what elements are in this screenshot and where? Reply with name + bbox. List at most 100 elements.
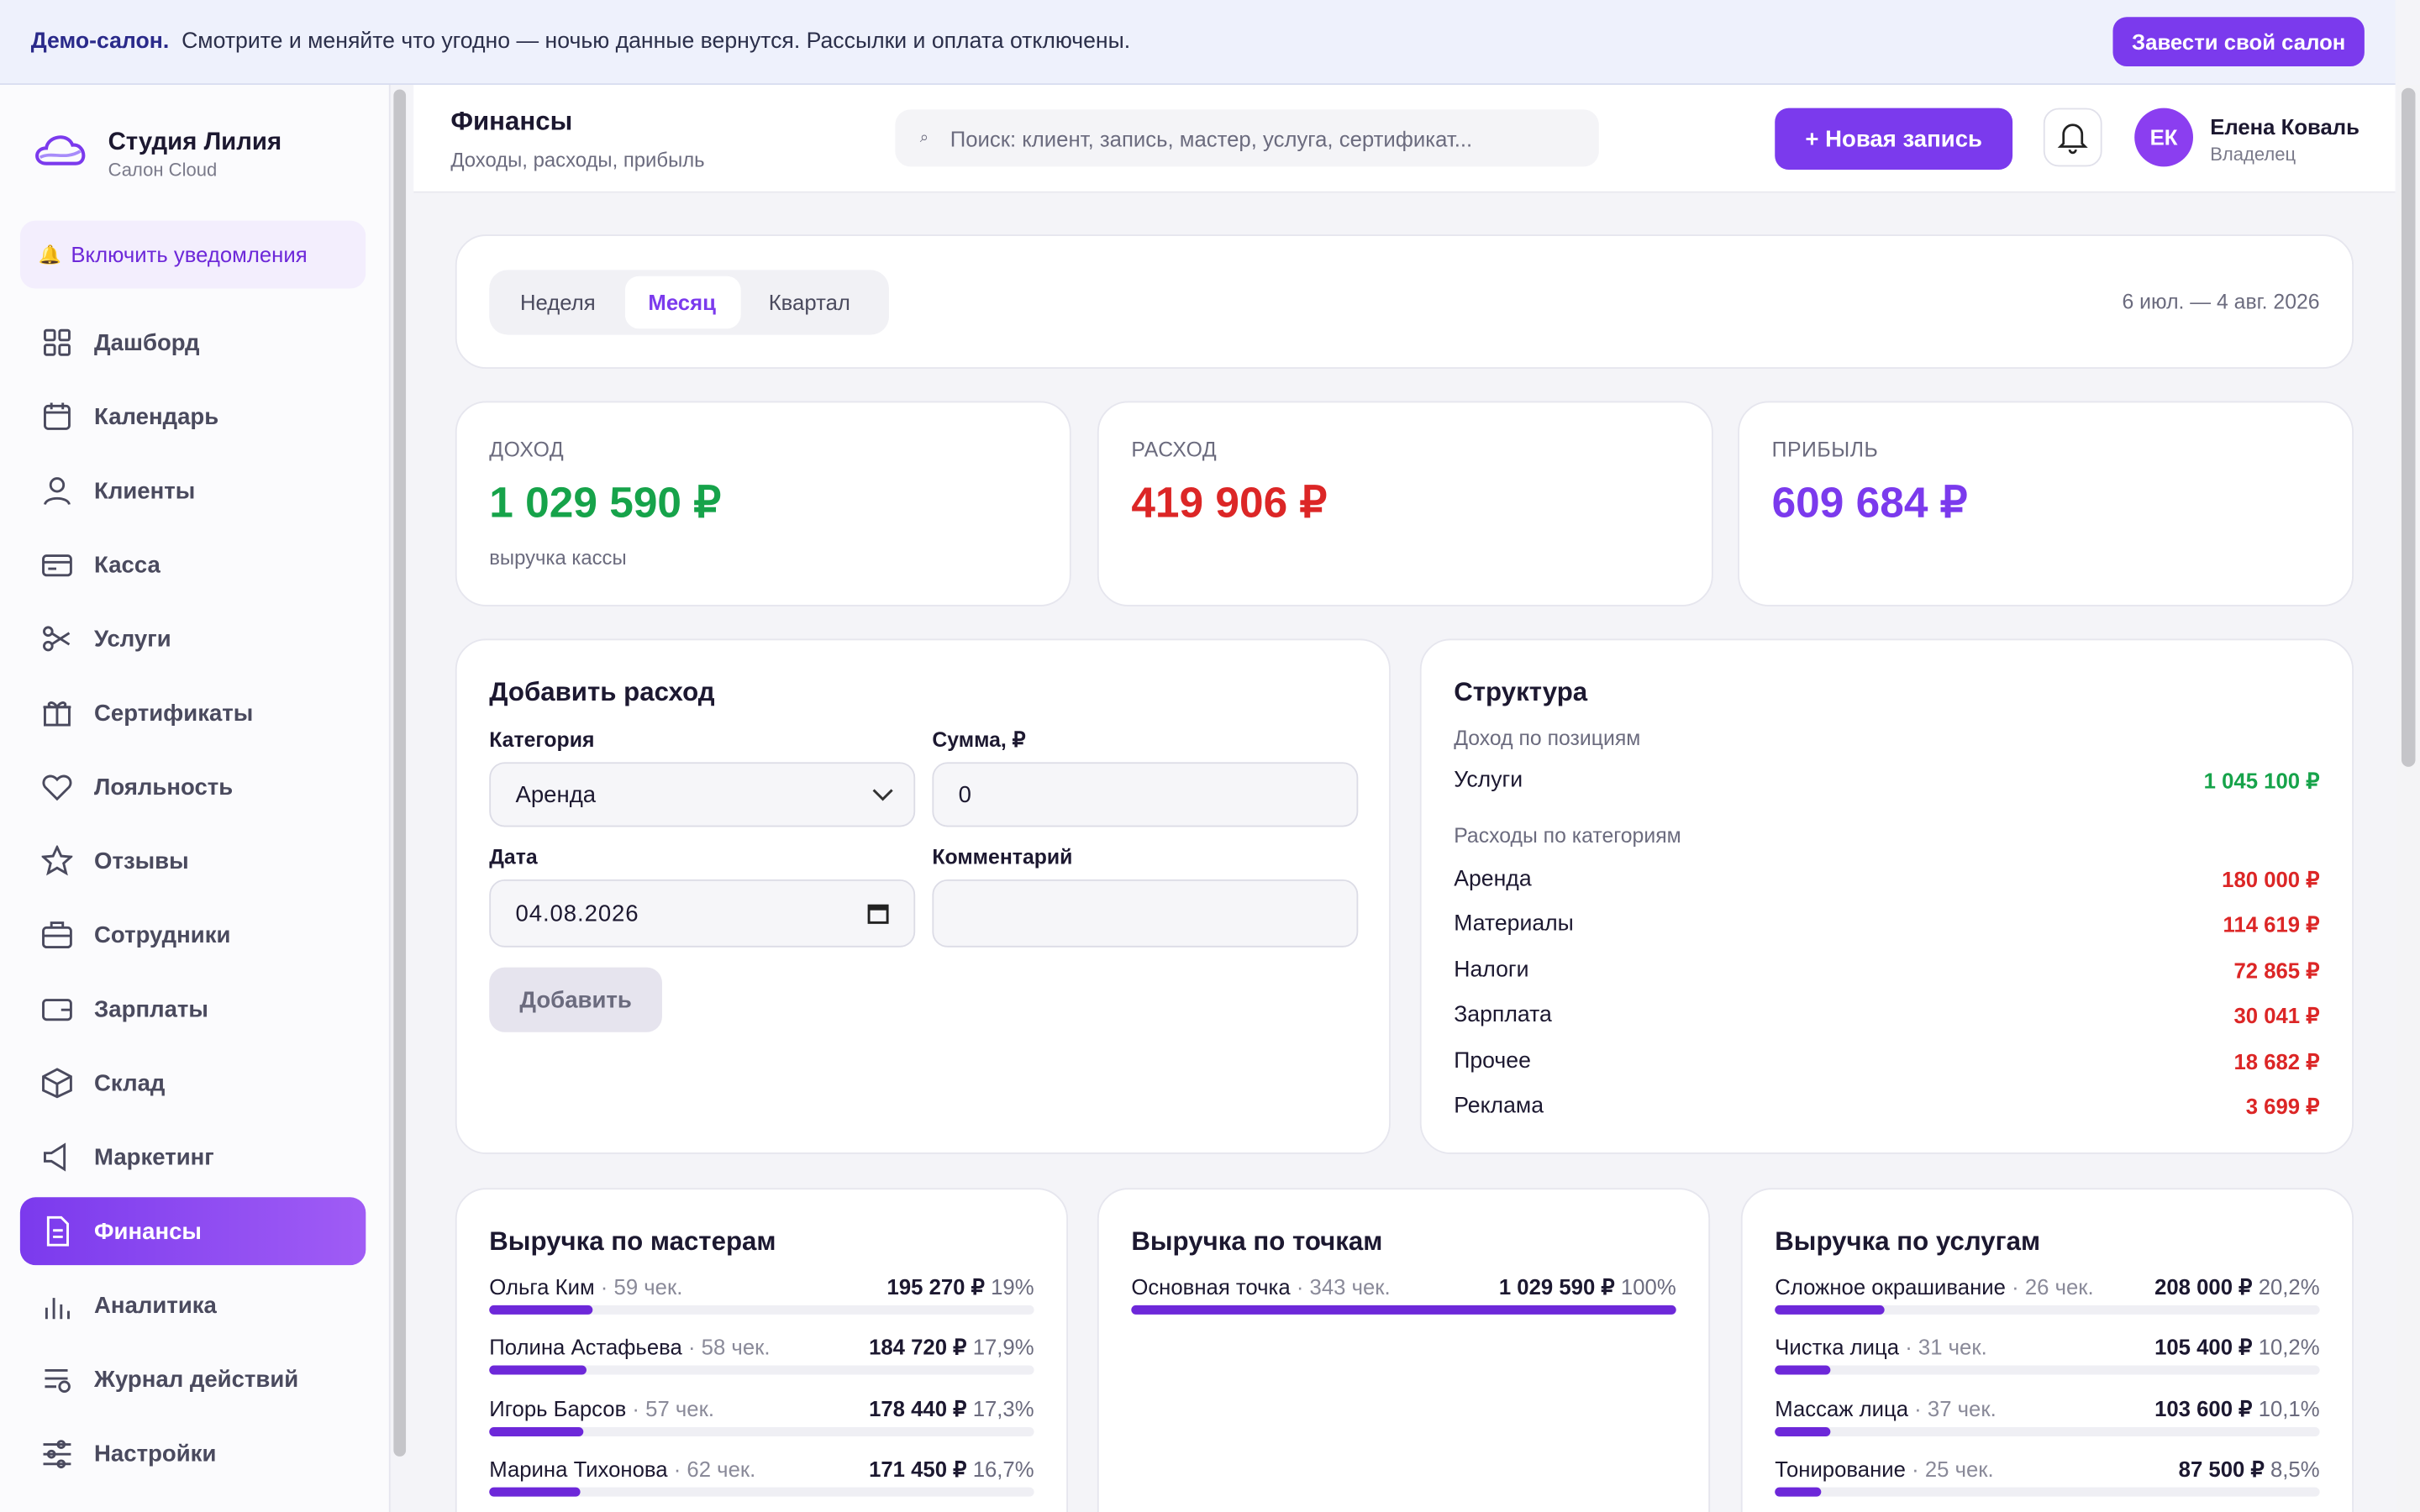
row-left: Тонирование · 25 чек.: [1775, 1457, 1993, 1483]
category-select[interactable]: Аренда: [489, 762, 916, 827]
period-card: Неделя Месяц Квартал 6 июл. — 4 авг. 202…: [455, 234, 2354, 369]
nav-item[interactable]: Лояльность: [20, 753, 366, 821]
row-left: Полина Астафьева · 58 чек.: [489, 1335, 770, 1361]
nav-item[interactable]: Календарь: [20, 383, 366, 451]
sum-value: 0: [958, 781, 971, 808]
row-share: 10,2%: [2258, 1335, 2320, 1360]
create-salon-button[interactable]: Завести свой салон: [2112, 17, 2365, 66]
nav-item[interactable]: Журнал действий: [20, 1346, 366, 1414]
nav-item[interactable]: Аналитика: [20, 1271, 366, 1339]
nav-item[interactable]: Услуги: [20, 605, 366, 673]
sum-input[interactable]: 0: [932, 762, 1359, 827]
bar-track: [1775, 1366, 2320, 1376]
structure-card: Структура Доход по позициям Расходы по к…: [1419, 638, 2354, 1154]
banner-label: Демо-салон.: [30, 29, 170, 55]
nav-item[interactable]: Зарплаты: [20, 975, 366, 1043]
revenue-row: Чистка лица · 31 чек. 105 400 ₽ 10,2%: [1775, 1335, 2319, 1361]
tab[interactable]: Квартал: [768, 290, 850, 315]
revenue-card: Выручка по точкам Основная точка · 343 че…: [1097, 1188, 1711, 1512]
kpi-card: ДОХОД 1 029 590 ₽ выручка кассы: [455, 401, 1071, 606]
kpi-card: РАСХОД 419 906 ₽: [1097, 401, 1713, 606]
nav-label: Журнал действий: [94, 1366, 299, 1393]
row-checks: 37 чек.: [1927, 1395, 1996, 1420]
revenue-card: Выручка по мастерам Ольга Ким · 59 чек. 19…: [455, 1188, 1069, 1512]
row-left: Сложное окрашивание · 26 чек.: [1775, 1274, 2093, 1300]
row-checks: 59 чек.: [613, 1274, 683, 1299]
user-name: Елена Коваль: [2210, 113, 2360, 139]
nav-item[interactable]: Сотрудники: [20, 901, 366, 969]
category-value: Аренда: [515, 781, 597, 808]
structure-row: Услуги 1 045 100 ₽: [1454, 769, 2319, 795]
revenue-title: Выручка по услугам: [1775, 1226, 2041, 1257]
nav-item[interactable]: Дашборд: [20, 308, 366, 376]
row-amount: 87 500 ₽: [2178, 1456, 2265, 1482]
kpi-label: ПРИБЫЛЬ: [1771, 438, 1879, 462]
separator: ·: [1908, 1395, 1928, 1420]
nav-item[interactable]: Сертификаты: [20, 679, 366, 747]
nav-item[interactable]: Склад: [20, 1049, 366, 1117]
row-amount: 178 440 ₽: [869, 1395, 967, 1420]
notify-button[interactable]: 🔔 Включить уведомления: [19, 220, 366, 289]
expense-form-card: Добавить расход Категория Аренда Сумма, …: [455, 638, 1391, 1154]
row-amount: 208 000 ₽: [2154, 1274, 2253, 1299]
nav-item[interactable]: Отзывы: [20, 827, 366, 895]
bell-icon: [2057, 123, 2088, 155]
page-title: Финансы: [450, 106, 573, 136]
separator: ·: [2005, 1274, 2025, 1299]
row-name: Полина Астафьева: [489, 1335, 682, 1360]
sidebar: Студия Лилия Салон Cloud 🔔 Включить уведо…: [0, 85, 391, 1512]
nav-label: Настройки: [94, 1440, 217, 1467]
row-left: Игорь Барсов · 57 чек.: [489, 1395, 714, 1421]
nav-item[interactable]: Финансы: [19, 1197, 366, 1266]
revenue-row: Сложное окрашивание · 26 чек. 208 000 ₽ 2…: [1775, 1274, 2319, 1300]
search-box[interactable]: ⌕ Поиск: клиент, запись, мастер, услуга, …: [895, 109, 1599, 167]
row-left: Марина Тихонова · 62 чек.: [489, 1457, 755, 1483]
nav-item[interactable]: Клиенты: [20, 457, 366, 525]
bell-button[interactable]: [2043, 108, 2102, 167]
row-right: 178 440 ₽ 17,3%: [869, 1395, 1034, 1421]
separator: [985, 1274, 991, 1299]
income-heading: Доход по позициям: [1454, 727, 1641, 750]
date-input[interactable]: 04.08.2026: [489, 879, 916, 948]
kpi-value: 1 029 590 ₽: [489, 478, 722, 527]
logo: [35, 135, 86, 165]
structure-row: Зарплата 30 041 ₽: [1454, 1003, 2319, 1029]
nav-label: Сертификаты: [94, 699, 254, 727]
row-checks: 26 чек.: [2024, 1274, 2094, 1299]
nav-icon: [41, 845, 73, 876]
nav-item[interactable]: Касса: [20, 531, 366, 599]
row-amount: 184 720 ₽: [869, 1335, 967, 1360]
revenue-card: Выручка по услугам Сложное окрашивание · …: [1740, 1188, 2354, 1512]
bar-track: [489, 1487, 1034, 1497]
row-amount: 1 045 100 ₽: [2203, 768, 2320, 794]
nav-item[interactable]: Настройки: [20, 1420, 366, 1488]
nav-label: Дашборд: [94, 329, 200, 356]
kpi-value: 419 906 ₽: [1131, 478, 1328, 527]
row-amount: 171 450 ₽: [869, 1456, 967, 1482]
revenue-row: Массаж лица · 37 чек. 103 600 ₽ 10,1%: [1775, 1395, 2319, 1421]
tab[interactable]: Месяц: [648, 290, 716, 315]
avatar[interactable]: ЕК: [2134, 108, 2194, 167]
add-button[interactable]: Добавить: [489, 967, 662, 1032]
comment-input[interactable]: [932, 879, 1359, 948]
nav-item[interactable]: Маркетинг: [20, 1123, 366, 1191]
row-right: 1 029 590 ₽ 100%: [1499, 1274, 1676, 1300]
new-appointment-button[interactable]: + Новая запись: [1775, 108, 2013, 171]
expense-heading: Расходы по категориям: [1454, 823, 1681, 848]
bar-track: [1775, 1305, 2320, 1315]
revenue-row: Тонирование · 25 чек. 87 500 ₽ 8,5%: [1775, 1457, 2319, 1483]
structure-title: Структура: [1454, 677, 1588, 707]
nav-icon: [44, 402, 71, 430]
date-value: 04.08.2026: [515, 900, 639, 927]
row-amount: 1 029 590 ₽: [1498, 1274, 1615, 1299]
kpi-label: ДОХОД: [489, 438, 565, 462]
nav-label: Финансы: [94, 1218, 202, 1245]
nav-label: Аналитика: [94, 1292, 217, 1319]
row-share: 100%: [1620, 1274, 1676, 1299]
row-right: 87 500 ₽ 8,5%: [2179, 1457, 2320, 1483]
kpi-note: выручка кассы: [489, 546, 627, 570]
tab[interactable]: Неделя: [519, 290, 596, 315]
user-role: Владелец: [2210, 143, 2296, 165]
revenue-row: Полина Астафьева · 58 чек. 184 720 ₽ 17,9…: [489, 1335, 1034, 1361]
